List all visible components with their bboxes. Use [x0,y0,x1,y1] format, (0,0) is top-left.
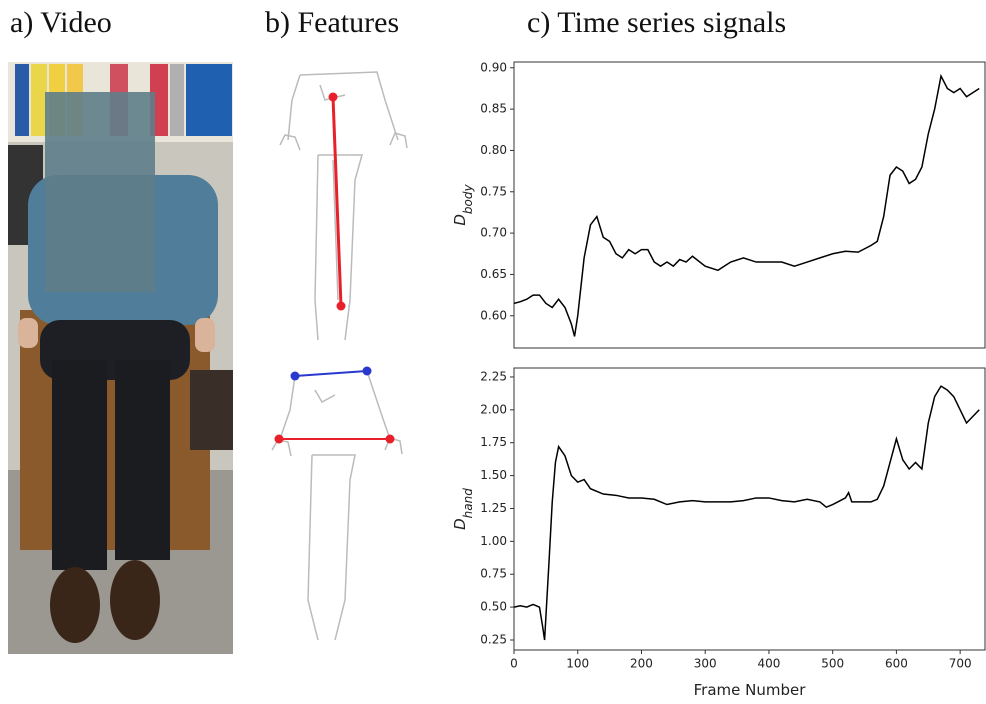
plot-frame [513,367,986,651]
y-tick-label: 2.25 [480,369,507,383]
y-tick-label: 0.60 [480,308,507,322]
y-axis-subscript: body [461,183,475,214]
y-tick-label: 0.50 [480,600,507,614]
y-tick-label: 1.25 [480,501,507,515]
y-axis-label: Dhand [451,488,475,530]
panel-title: c) Time series signals [527,6,786,39]
y-tick-label: 0.85 [480,102,507,116]
skeleton-body [279,71,408,341]
y-axis-label: Dbody [451,183,475,225]
x-tick-label: 600 [885,657,908,671]
x-tick-label: 500 [821,657,844,671]
y-axis-subscript: hand [461,488,475,519]
x-tick-label: 700 [949,657,972,671]
y-tick-label: 0.75 [480,184,507,198]
y-tick-label: 0.25 [480,633,507,647]
video-frame [8,62,233,654]
x-tick-label: 100 [566,657,589,671]
y-axis-symbol: D [451,214,469,226]
y-tick-label: 0.65 [480,267,507,281]
y-tick-label: 0.80 [480,143,507,157]
x-axis-label: Frame Number [694,681,807,699]
y-tick-label: 0.75 [480,567,507,581]
y-axis-symbol: D [451,518,469,530]
y-tick-label: 0.90 [480,60,507,74]
y-tick-label: 1.75 [480,435,507,449]
y-tick-label: 2.00 [480,402,507,416]
y-tick-label: 1.00 [480,534,507,548]
x-tick-label: 400 [757,657,780,671]
y-tick-label: 0.70 [480,226,507,240]
y-tick-label: 1.50 [480,468,507,482]
plot-frame [513,61,986,349]
data-line [513,385,980,641]
x-tick-label: 0 [510,657,518,671]
x-tick-label: 300 [694,657,717,671]
skeleton-hand [271,366,403,641]
panel-title: b) Features [265,6,399,39]
data-line [513,73,980,337]
x-tick-label: 200 [630,657,653,671]
panel-title: a) Video [10,6,112,39]
